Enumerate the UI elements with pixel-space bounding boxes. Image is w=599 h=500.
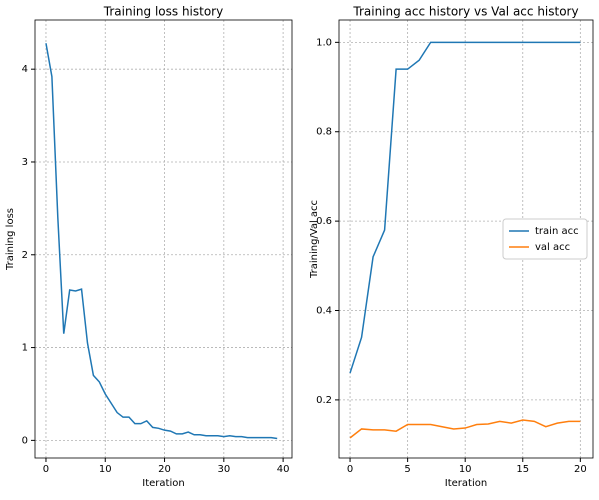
- x-tick-label: 10: [459, 464, 472, 475]
- x-tick-label: 0: [43, 464, 49, 475]
- x-tick-label: 20: [158, 464, 171, 475]
- legend-box: [502, 218, 588, 260]
- x-tick-label: 30: [217, 464, 230, 475]
- x-axis-label: Iteration: [445, 478, 487, 489]
- legend-label: val acc: [535, 242, 570, 253]
- plot-frame: [34, 19, 293, 459]
- x-axis-label: Iteration: [142, 478, 184, 489]
- y-tick-label: 4: [22, 64, 28, 75]
- line: [349, 419, 581, 439]
- y-tick-label: 1.0: [316, 37, 332, 48]
- x-tick-label: 20: [574, 464, 587, 475]
- x-tick-label: 10: [99, 464, 112, 475]
- y-tick-label: 0.4: [316, 306, 332, 317]
- chart-title: Training loss history: [103, 5, 223, 19]
- plot-frame: [338, 19, 594, 459]
- y-axis-label: Training loss: [5, 208, 16, 271]
- x-tick-label: 40: [277, 464, 290, 475]
- line: [45, 43, 278, 440]
- y-tick-label: 0.6: [316, 216, 332, 227]
- y-tick-label: 0.8: [316, 127, 332, 138]
- y-tick-label: 0.2: [316, 395, 332, 406]
- x-tick-label: 0: [347, 464, 353, 475]
- y-tick-label: 3: [22, 157, 28, 168]
- chart-title: Training acc history vs Val acc history: [352, 5, 578, 19]
- y-axis-label: Training/Val acc: [309, 200, 320, 279]
- x-tick-label: 5: [404, 464, 410, 475]
- legend-label: train acc: [535, 226, 579, 237]
- y-tick-label: 2: [22, 250, 28, 261]
- line: [349, 41, 581, 374]
- y-tick-label: 0: [22, 435, 28, 446]
- y-tick-label: 1: [22, 343, 28, 354]
- x-tick-label: 15: [516, 464, 529, 475]
